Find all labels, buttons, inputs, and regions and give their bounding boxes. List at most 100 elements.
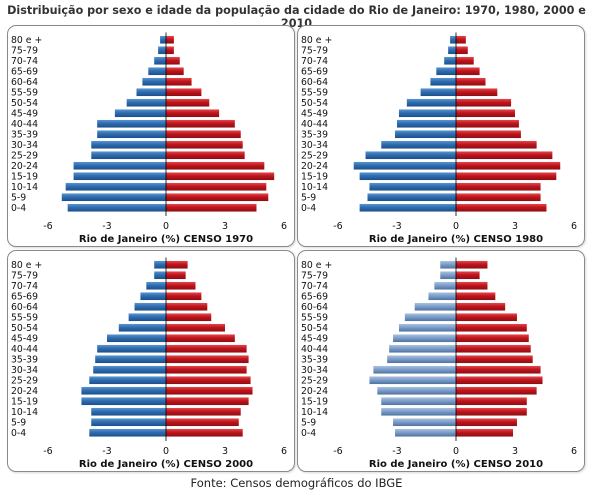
male-bar-75-79	[158, 46, 166, 55]
category-label: 10-14	[11, 182, 38, 193]
category-label: 60-64	[11, 302, 38, 313]
female-bar-20-24	[166, 386, 253, 395]
category-label: 20-24	[11, 161, 38, 172]
category-label: 30-34	[11, 365, 38, 376]
category-label: 15-19	[11, 397, 38, 408]
source-note: Fonte: Censos demográficos do IBGE	[190, 476, 403, 490]
category-label: 0-4	[301, 203, 316, 214]
category-label: 65-69	[11, 292, 38, 303]
female-bar-70-74	[166, 56, 180, 65]
male-bar-15-19	[381, 397, 456, 406]
male-bar-65-69	[140, 292, 166, 301]
category-label: 0-4	[11, 203, 26, 214]
x-tick-label: -3	[392, 446, 401, 457]
female-bar-10-14	[166, 407, 241, 416]
male-bar-20-24	[81, 386, 166, 395]
category-label: 75-79	[11, 46, 38, 57]
category-label: 25-29	[301, 151, 328, 162]
female-bar-15-19	[456, 397, 527, 406]
male-bar-20-24	[73, 161, 166, 170]
male-bar-55-59	[128, 313, 166, 322]
male-bar-55-59	[420, 88, 456, 97]
male-bar-15-19	[81, 397, 166, 406]
female-bar-10-14	[166, 182, 267, 191]
x-axis-title: Rio de Janeiro (%) CENSO 1980	[369, 234, 543, 245]
female-bar-35-39	[166, 130, 241, 139]
male-bar-80 e +	[154, 260, 166, 269]
x-tick-label: 6	[571, 446, 577, 457]
x-tick-label: 0	[163, 446, 169, 457]
male-bar-65-69	[436, 67, 456, 76]
male-bar-10-14	[65, 182, 166, 191]
x-tick-label: 3	[222, 446, 228, 457]
male-bar-40-44	[389, 344, 456, 353]
pyramid-chart-2010: 0-45-910-1415-1920-2425-2930-3435-3940-4…	[301, 257, 577, 470]
female-bar-45-49	[166, 334, 235, 343]
category-label: 70-74	[11, 281, 38, 292]
male-bar-60-64	[430, 77, 456, 86]
category-label: 5-9	[11, 193, 26, 204]
female-bar-5-9	[166, 193, 269, 202]
female-bar-5-9	[166, 418, 239, 427]
female-bar-80 e +	[456, 260, 488, 269]
x-tick-label: 6	[281, 446, 287, 457]
category-label: 80 e +	[301, 35, 332, 46]
male-bar-55-59	[404, 313, 456, 322]
category-label: 20-24	[301, 161, 328, 172]
male-bar-80 e +	[440, 260, 456, 269]
category-label: 20-24	[301, 386, 328, 397]
male-bar-25-29	[365, 151, 456, 160]
male-bar-15-19	[73, 172, 166, 181]
category-label: 30-34	[301, 365, 328, 376]
x-tick-label: -6	[43, 446, 52, 457]
category-label: 70-74	[301, 281, 328, 292]
female-bar-10-14	[456, 407, 527, 416]
female-bar-65-69	[456, 67, 480, 76]
pyramid-chart-2000: 0-45-910-1415-1920-2425-2930-3435-3940-4…	[11, 257, 287, 470]
x-tick-label: -3	[102, 221, 111, 232]
male-bar-10-14	[381, 407, 456, 416]
category-label: 50-54	[301, 98, 328, 109]
x-tick-label: -6	[333, 446, 342, 457]
category-label: 60-64	[301, 302, 328, 313]
category-label: 80 e +	[11, 35, 42, 46]
x-tick-label: 6	[281, 221, 287, 232]
category-label: 60-64	[11, 77, 38, 88]
category-label: 60-64	[301, 77, 328, 88]
category-label: 65-69	[11, 67, 38, 78]
male-bar-20-24	[353, 161, 456, 170]
male-bar-80 e +	[160, 35, 166, 44]
female-bar-40-44	[456, 344, 531, 353]
x-tick-label: 6	[571, 221, 577, 232]
male-bar-0-4	[359, 203, 456, 212]
female-bar-60-64	[166, 77, 192, 86]
female-bar-55-59	[456, 88, 498, 97]
male-bar-70-74	[146, 281, 166, 290]
female-bar-70-74	[456, 281, 488, 290]
category-label: 10-14	[301, 407, 328, 418]
male-bar-5-9	[393, 418, 456, 427]
category-label: 50-54	[11, 98, 38, 109]
female-bar-55-59	[166, 313, 212, 322]
chart-panel-2000: 0-4 5-9 10-14 15-19 20-24 25-29 30-34 35-39 40-4…	[7, 250, 295, 472]
female-bar-25-29	[456, 151, 553, 160]
chart-panel-1980: 0-4 5-9 10-14 15-19 20-24 25-29 30-34 35-39 40-4…	[297, 25, 585, 247]
x-tick-label: 3	[222, 221, 228, 232]
x-axis-title: Rio de Janeiro (%) CENSO 2010	[369, 459, 543, 470]
male-bar-10-14	[369, 182, 456, 191]
chart-panel-1970: 0-4 5-9 10-14 15-19 20-24 25-29 30-34 35-39 40-4…	[7, 25, 295, 247]
male-bar-50-54	[126, 98, 166, 107]
category-label: 55-59	[11, 313, 38, 324]
female-bar-55-59	[166, 88, 202, 97]
female-bar-50-54	[456, 98, 512, 107]
female-bar-35-39	[456, 130, 521, 139]
x-tick-label: -6	[333, 221, 342, 232]
category-label: 10-14	[301, 182, 328, 193]
female-bar-0-4	[166, 203, 257, 212]
female-bar-30-34	[166, 365, 247, 374]
category-label: 15-19	[11, 172, 38, 183]
male-bar-30-34	[373, 365, 456, 374]
female-bar-0-4	[456, 203, 547, 212]
female-bar-10-14	[456, 182, 541, 191]
male-bar-5-9	[91, 418, 166, 427]
